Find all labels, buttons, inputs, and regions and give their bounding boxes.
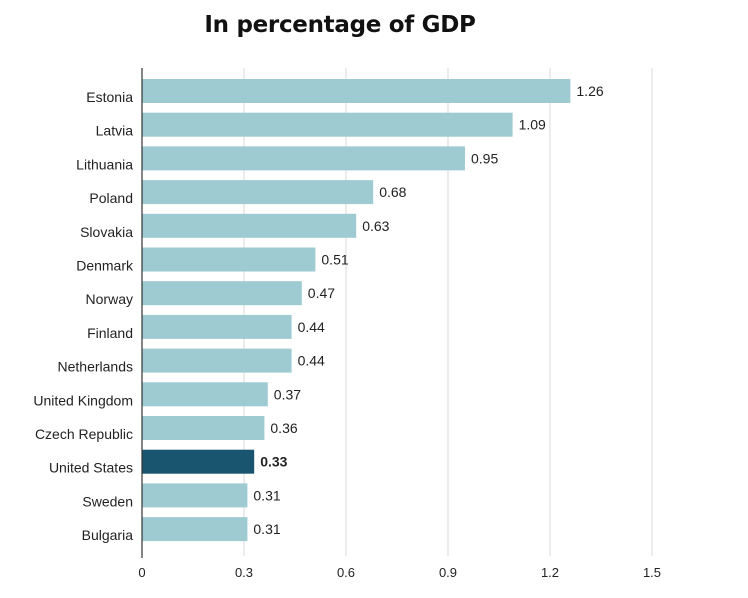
bars — [142, 79, 571, 542]
category-label: United States — [49, 460, 133, 476]
value-label: 0.51 — [321, 252, 348, 268]
value-label: 0.44 — [298, 319, 325, 335]
bar — [142, 213, 357, 238]
bar — [142, 382, 268, 407]
value-labels: 1.26 1.09 0.95 0.68 0.63 0.51 0.47 0.44 0.44 0.37… — [253, 83, 603, 537]
value-label: 1.09 — [519, 117, 546, 133]
category-label: Estonia — [86, 89, 133, 105]
bar — [142, 416, 265, 440]
category-label: Slovakia — [80, 224, 133, 240]
value-label: 0.36 — [270, 420, 297, 436]
category-label: Sweden — [82, 493, 133, 509]
category-label: United Kingdom — [33, 392, 133, 408]
bar — [142, 180, 374, 205]
gridlines — [243, 68, 653, 556]
category-label: Denmark — [76, 258, 134, 274]
bar — [142, 449, 255, 474]
value-label: 1.26 — [576, 83, 603, 99]
x-tick-label: 0.3 — [235, 565, 253, 580]
value-label: 0.37 — [274, 386, 301, 402]
value-label: 0.31 — [253, 487, 280, 503]
bar — [142, 483, 248, 508]
value-label: 0.44 — [298, 353, 325, 369]
value-label: 0.47 — [308, 285, 335, 301]
bar — [142, 348, 292, 373]
x-tick-label: 1.2 — [541, 565, 559, 580]
category-label: Lithuania — [76, 156, 133, 172]
value-label: 0.68 — [379, 184, 406, 200]
category-label: Netherlands — [58, 359, 134, 375]
bar — [142, 146, 465, 171]
value-label: 0.31 — [253, 521, 280, 537]
bar — [142, 281, 302, 306]
category-label: Latvia — [96, 123, 134, 139]
chart-title: In percentage of GDP — [204, 12, 476, 38]
category-label: Czech Republic — [35, 426, 133, 442]
category-label: Norway — [86, 291, 133, 307]
value-label: 0.33 — [260, 454, 287, 470]
bar — [142, 517, 248, 542]
x-tick-label: 0.6 — [337, 565, 355, 580]
bar — [142, 79, 571, 103]
x-tick-label: 0.9 — [439, 565, 457, 580]
category-label: Finland — [87, 325, 133, 341]
value-label: 0.95 — [471, 150, 498, 166]
x-tick-labels: 0 0.3 0.6 0.9 1.2 1.5 — [138, 565, 661, 580]
category-labels: Estonia Latvia Lithuania Poland Slovakia Denm… — [33, 89, 134, 543]
x-tick-label: 1.5 — [643, 565, 661, 580]
category-label: Poland — [89, 190, 133, 206]
value-label: 0.63 — [362, 218, 389, 234]
bar — [142, 112, 513, 137]
bar — [142, 247, 316, 272]
bar — [142, 314, 292, 339]
x-tick-label: 0 — [138, 565, 145, 580]
category-label: Bulgaria — [82, 527, 134, 543]
